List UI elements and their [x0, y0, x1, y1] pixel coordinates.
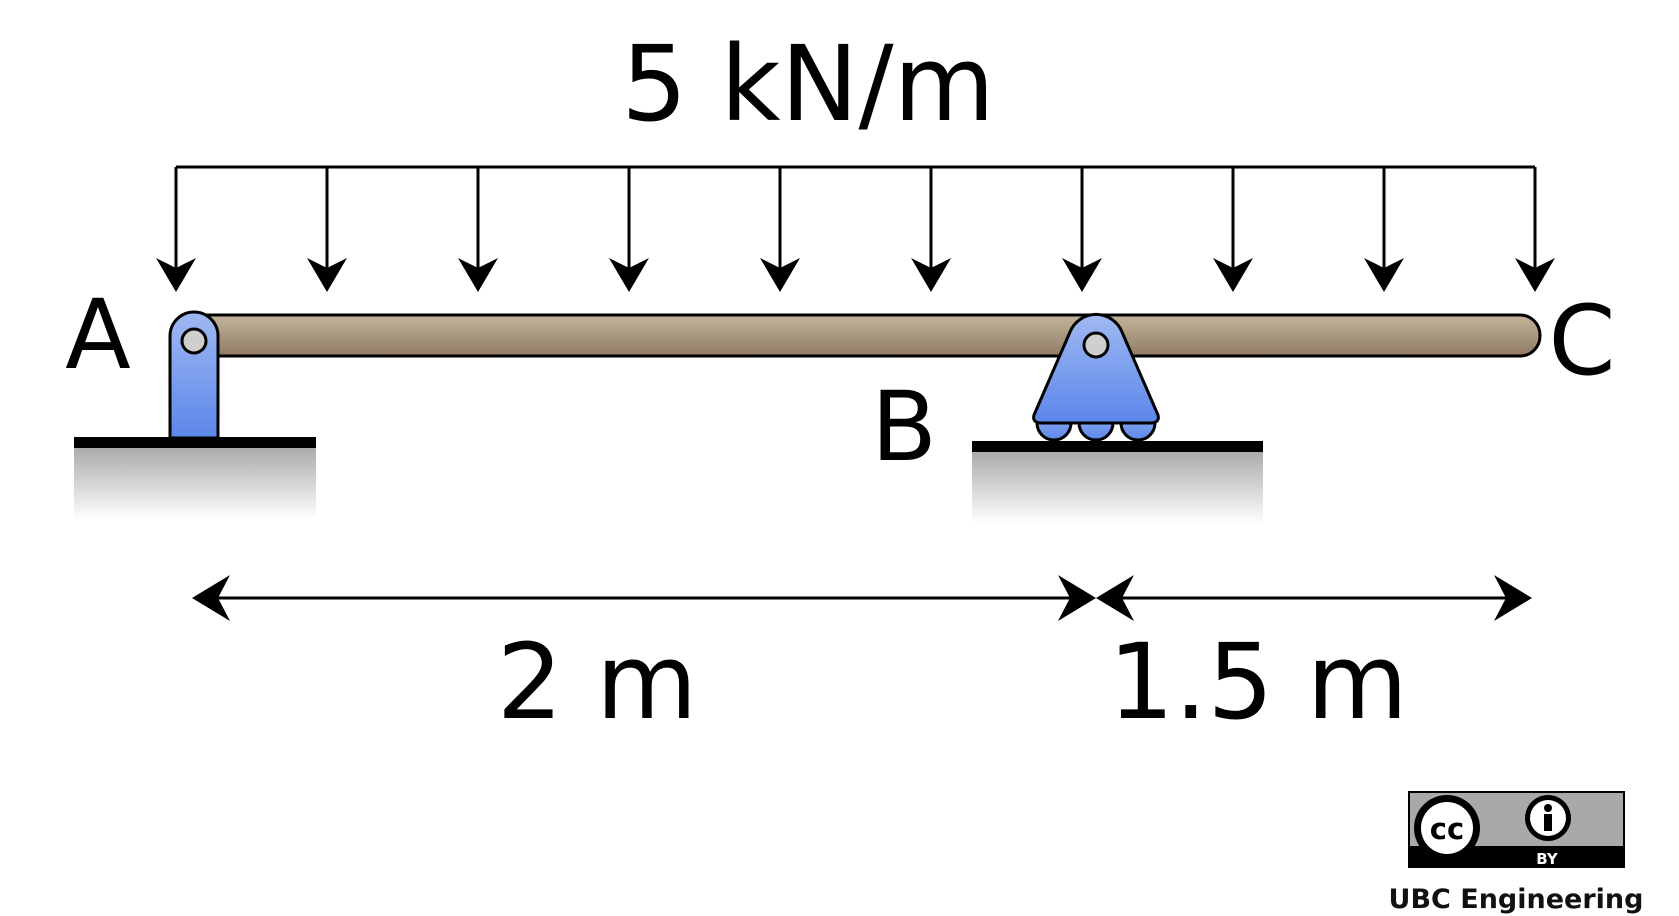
- beam: [170, 313, 1542, 358]
- dimension-ab-arrow-right: [1058, 575, 1096, 621]
- ground-a: [74, 437, 316, 520]
- load-arrow-head: [458, 258, 498, 292]
- dimension-bc: [1096, 575, 1532, 621]
- ground-a-line: [74, 437, 316, 448]
- by-label: BY: [1536, 850, 1559, 868]
- load-arrow-head: [1515, 258, 1555, 292]
- dimension-ab: [192, 575, 1096, 621]
- roller-support-b: [1032, 312, 1160, 442]
- distributed-load: [156, 165, 1555, 292]
- point-c-label: C: [1548, 285, 1615, 397]
- ground-b: [972, 441, 1263, 524]
- point-b-label: B: [871, 371, 937, 483]
- load-arrow-head: [911, 258, 951, 292]
- pin-a-hole: [180, 327, 208, 355]
- credit-text: UBC Engineering: [1389, 884, 1644, 915]
- ground-a-hatch: [74, 446, 316, 520]
- attribution-icon-body: [1544, 814, 1552, 831]
- cc-icon: [1421, 802, 1473, 854]
- pin-b-hole: [1082, 331, 1110, 359]
- dimension-ab-arrow-left: [192, 575, 230, 621]
- load-arrow-head: [1213, 258, 1253, 292]
- ground-b-hatch: [972, 450, 1263, 524]
- cc-by-badge: cc BY: [1408, 791, 1625, 868]
- dimension-bc-label: 1.5 m: [1108, 621, 1408, 743]
- attribution-icon-head: [1544, 804, 1552, 812]
- load-arrow-head: [1364, 258, 1404, 292]
- dimension-bc-arrow-right: [1494, 575, 1532, 621]
- ground-b-line: [972, 441, 1263, 452]
- cc-icon-text: cc: [1430, 812, 1464, 846]
- point-a-label: A: [65, 279, 131, 391]
- load-arrow-head: [156, 258, 196, 292]
- dimension-ab-label: 2 m: [497, 621, 698, 743]
- dimension-bc-arrow-left: [1096, 575, 1134, 621]
- load-arrow-head: [609, 258, 649, 292]
- load-arrow-head: [307, 258, 347, 292]
- load-arrow-head: [1062, 258, 1102, 292]
- load-arrow-head: [760, 258, 800, 292]
- pin-support-a: [168, 310, 220, 440]
- distributed-load-label: 5 kN/m: [621, 23, 995, 145]
- roller-support-b-body: [1032, 312, 1160, 425]
